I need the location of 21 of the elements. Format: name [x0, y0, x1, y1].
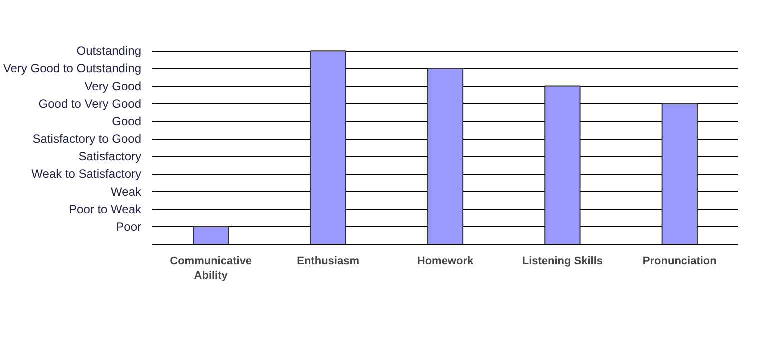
text: Poor	[116, 220, 142, 234]
x-tick-label: Enthusiasm	[297, 256, 360, 268]
bar	[662, 103, 698, 244]
text: Outstanding	[76, 44, 142, 58]
bar	[310, 50, 346, 244]
text: Very Good	[84, 79, 142, 94]
text: Poor to Weak	[69, 202, 142, 216]
text: Good to Very Good	[38, 96, 142, 111]
text: Satisfactory	[78, 150, 142, 164]
text: Weak	[111, 184, 142, 199]
text: Very Good to Outstanding	[3, 62, 142, 76]
x-tick-label: Homework	[417, 256, 474, 268]
text: Weak to Satisfactory	[32, 167, 142, 182]
x-tick-label: Communicative Ability	[170, 256, 252, 282]
x-tick-label: Listening Skills	[522, 256, 604, 268]
bar	[427, 68, 464, 244]
x-tick-label: Pronunciation	[642, 256, 718, 268]
text: Satisfactory to Good	[32, 132, 142, 146]
text: Good	[112, 114, 142, 128]
bar	[544, 86, 581, 244]
bar	[193, 226, 230, 244]
